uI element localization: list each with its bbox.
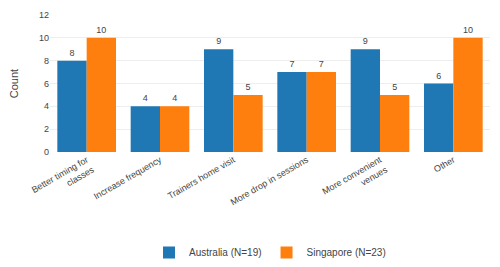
svg-text:4: 4: [143, 93, 148, 103]
svg-text:9: 9: [216, 36, 221, 46]
svg-text:4: 4: [172, 93, 177, 103]
svg-text:8: 8: [69, 48, 74, 58]
svg-text:Other: Other: [432, 154, 456, 174]
svg-text:7: 7: [319, 59, 324, 69]
svg-text:Better timing forclasses: Better timing forclasses: [30, 154, 96, 205]
svg-text:0: 0: [44, 147, 49, 157]
svg-text:4: 4: [44, 101, 49, 111]
svg-text:Increase frequency: Increase frequency: [92, 154, 164, 201]
svg-text:10: 10: [463, 25, 473, 35]
svg-text:10: 10: [39, 33, 49, 43]
svg-text:7: 7: [289, 59, 294, 69]
svg-text:6: 6: [44, 79, 49, 89]
svg-text:5: 5: [245, 82, 250, 92]
svg-text:8: 8: [44, 56, 49, 66]
svg-text:Singapore (N=23): Singapore (N=23): [307, 247, 386, 258]
svg-text:9: 9: [363, 36, 368, 46]
svg-text:10: 10: [96, 25, 106, 35]
svg-text:More drop in sessions: More drop in sessions: [229, 154, 311, 207]
svg-text:Count: Count: [8, 69, 20, 98]
svg-text:12: 12: [39, 10, 49, 20]
svg-text:More convenientvenues: More convenientvenues: [321, 154, 390, 206]
svg-text:Australia (N=19): Australia (N=19): [189, 247, 262, 258]
svg-text:Trainers home visit: Trainers home visit: [166, 154, 237, 201]
svg-text:6: 6: [436, 71, 441, 81]
svg-text:5: 5: [392, 82, 397, 92]
svg-text:2: 2: [44, 124, 49, 134]
